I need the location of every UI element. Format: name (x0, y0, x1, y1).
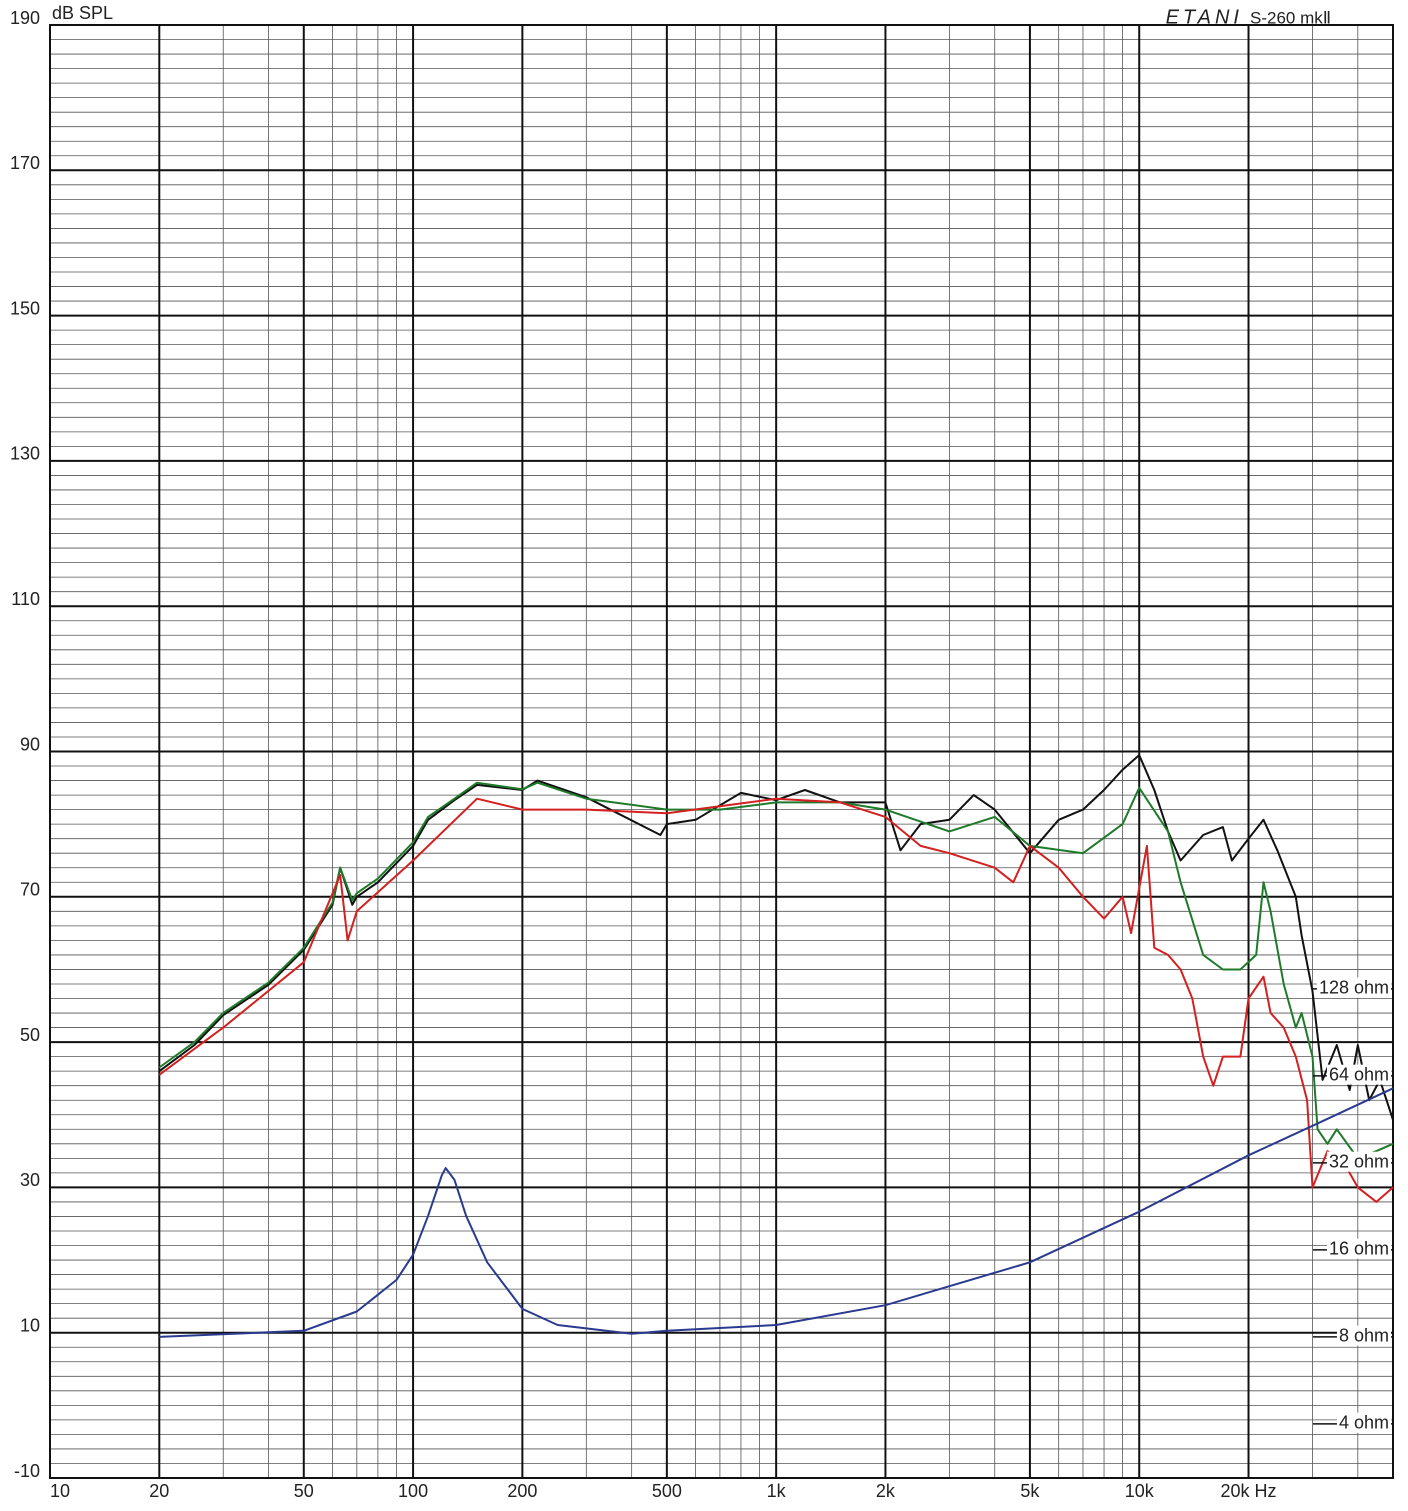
x-tick-label: 10 (50, 1481, 70, 1501)
x-tick-label: 10k (1125, 1481, 1155, 1501)
impedance-line (159, 1087, 1394, 1338)
y2-label-bg (1316, 977, 1391, 998)
y2-tick-label: 64 ohm (1329, 1065, 1389, 1085)
y2-tick-label: 8 ohm (1339, 1326, 1389, 1346)
grid (49, 24, 1394, 1479)
x-tick-label: 2k (876, 1481, 896, 1501)
x-tick-label: 1k (767, 1481, 787, 1501)
x-tick-label: 20 (149, 1481, 169, 1501)
y-tick-label: 50 (20, 1025, 40, 1045)
y-tick-label: 30 (20, 1170, 40, 1190)
y-tick-label: -10 (14, 1461, 40, 1481)
y2-label-bg (1326, 1151, 1391, 1172)
spl-line (158, 754, 1394, 1121)
y2-label-bg (1326, 1064, 1391, 1085)
y2-tick-label: 16 ohm (1329, 1239, 1389, 1259)
x-tick-label: 500 (652, 1481, 682, 1501)
y-tick-label: 150 (10, 298, 40, 318)
y-tick-label: 90 (20, 734, 40, 754)
x-tick-label: 20k Hz (1221, 1481, 1277, 1501)
spl-line (158, 797, 1394, 1203)
y-tick-label: 70 (20, 880, 40, 900)
y-tick-label: 10 (20, 1315, 40, 1335)
y-tick-label: 190 (10, 8, 40, 28)
y-tick-label: 130 (10, 444, 40, 464)
y2-label-bg (1336, 1412, 1391, 1433)
y2-label-bg (1336, 1325, 1391, 1346)
y2-tick-label: 32 ohm (1329, 1152, 1389, 1172)
y2-tick-label: 128 ohm (1319, 978, 1389, 998)
y-axis-label: dB SPL (52, 3, 113, 23)
brand-title: ETANI (1166, 6, 1243, 28)
x-tick-label: 5k (1020, 1481, 1040, 1501)
x-tick-label: 200 (507, 1481, 537, 1501)
x-tick-label: 50 (294, 1481, 314, 1501)
model-subtitle: S-260 mkⅡ (1250, 8, 1331, 27)
y2-tick-label: 4 ohm (1339, 1413, 1389, 1433)
y-tick-label: 170 (10, 153, 40, 173)
y2-label-bg (1326, 1238, 1391, 1259)
x-tick-label: 100 (398, 1481, 428, 1501)
spl-line (158, 781, 1394, 1160)
y-tick-label: 110 (11, 589, 40, 609)
plot-frame (49, 24, 1394, 1479)
